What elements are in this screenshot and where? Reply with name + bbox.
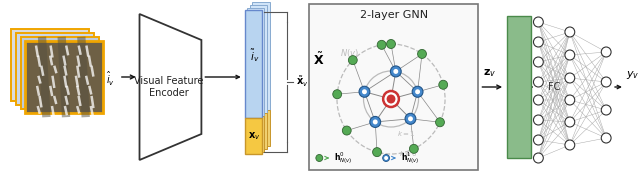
- Circle shape: [377, 40, 386, 49]
- Circle shape: [534, 17, 543, 27]
- FancyBboxPatch shape: [250, 5, 268, 113]
- Circle shape: [565, 140, 575, 150]
- Circle shape: [534, 77, 543, 87]
- Circle shape: [372, 119, 378, 124]
- FancyBboxPatch shape: [246, 116, 264, 152]
- Circle shape: [387, 94, 396, 104]
- Text: $\mathbf{h}^0_{N(v)}$: $\mathbf{h}^0_{N(v)}$: [334, 151, 353, 167]
- Circle shape: [362, 89, 367, 94]
- FancyBboxPatch shape: [507, 16, 531, 158]
- Circle shape: [384, 156, 388, 160]
- Circle shape: [387, 39, 396, 49]
- Circle shape: [534, 95, 543, 105]
- FancyBboxPatch shape: [310, 4, 479, 170]
- Circle shape: [601, 47, 611, 57]
- Circle shape: [565, 117, 575, 127]
- Circle shape: [372, 148, 381, 157]
- Circle shape: [394, 69, 398, 74]
- Circle shape: [412, 86, 423, 97]
- Circle shape: [534, 153, 543, 163]
- Circle shape: [333, 90, 342, 99]
- Circle shape: [436, 118, 444, 127]
- FancyBboxPatch shape: [244, 10, 262, 118]
- Circle shape: [370, 116, 381, 127]
- Circle shape: [601, 133, 611, 143]
- Text: $\tilde{\mathbf{x}}_v$: $\tilde{\mathbf{x}}_v$: [296, 75, 308, 89]
- Circle shape: [383, 155, 390, 161]
- Circle shape: [601, 77, 611, 87]
- Text: $k=0$: $k=0$: [399, 149, 418, 158]
- Circle shape: [359, 86, 370, 97]
- FancyBboxPatch shape: [253, 2, 270, 110]
- FancyBboxPatch shape: [24, 41, 103, 113]
- Circle shape: [534, 115, 543, 125]
- Circle shape: [534, 135, 543, 145]
- Circle shape: [565, 73, 575, 83]
- Circle shape: [601, 105, 611, 115]
- Circle shape: [383, 91, 399, 107]
- Circle shape: [408, 116, 413, 121]
- Circle shape: [415, 89, 420, 94]
- Polygon shape: [140, 14, 202, 160]
- FancyBboxPatch shape: [253, 110, 270, 146]
- FancyBboxPatch shape: [11, 29, 90, 101]
- Circle shape: [534, 57, 543, 67]
- Circle shape: [342, 126, 351, 135]
- FancyBboxPatch shape: [244, 118, 262, 154]
- Text: $\mathbf{z}_v$: $\mathbf{z}_v$: [483, 67, 497, 79]
- Text: $\tilde{i}_v$: $\tilde{i}_v$: [250, 47, 259, 64]
- Circle shape: [534, 37, 543, 47]
- Text: Visual Feature
Encoder: Visual Feature Encoder: [134, 76, 203, 98]
- Circle shape: [316, 155, 323, 161]
- FancyBboxPatch shape: [20, 37, 99, 109]
- Text: $\mathbf{h}^1_{N(v)}$: $\mathbf{h}^1_{N(v)}$: [401, 151, 419, 167]
- Text: $\hat{i}_v$: $\hat{i}_v$: [106, 70, 115, 88]
- Circle shape: [565, 95, 575, 105]
- Circle shape: [390, 66, 401, 77]
- Text: FC: FC: [548, 82, 560, 92]
- Circle shape: [405, 113, 416, 124]
- Circle shape: [417, 49, 426, 58]
- Text: $\mathbf{x}_v$: $\mathbf{x}_v$: [248, 130, 260, 142]
- FancyBboxPatch shape: [246, 8, 264, 116]
- Text: $N(v)$: $N(v)$: [340, 47, 359, 59]
- Circle shape: [439, 80, 447, 89]
- Text: $y_v$: $y_v$: [626, 69, 639, 81]
- Circle shape: [565, 50, 575, 60]
- FancyBboxPatch shape: [250, 113, 268, 149]
- Text: $k=1$: $k=1$: [397, 129, 415, 138]
- Circle shape: [565, 27, 575, 37]
- Circle shape: [410, 144, 419, 153]
- Text: $\tilde{\mathbf{X}}$: $\tilde{\mathbf{X}}$: [314, 52, 324, 68]
- Text: 2-layer GNN: 2-layer GNN: [360, 10, 428, 20]
- Circle shape: [348, 56, 357, 65]
- FancyBboxPatch shape: [16, 33, 94, 105]
